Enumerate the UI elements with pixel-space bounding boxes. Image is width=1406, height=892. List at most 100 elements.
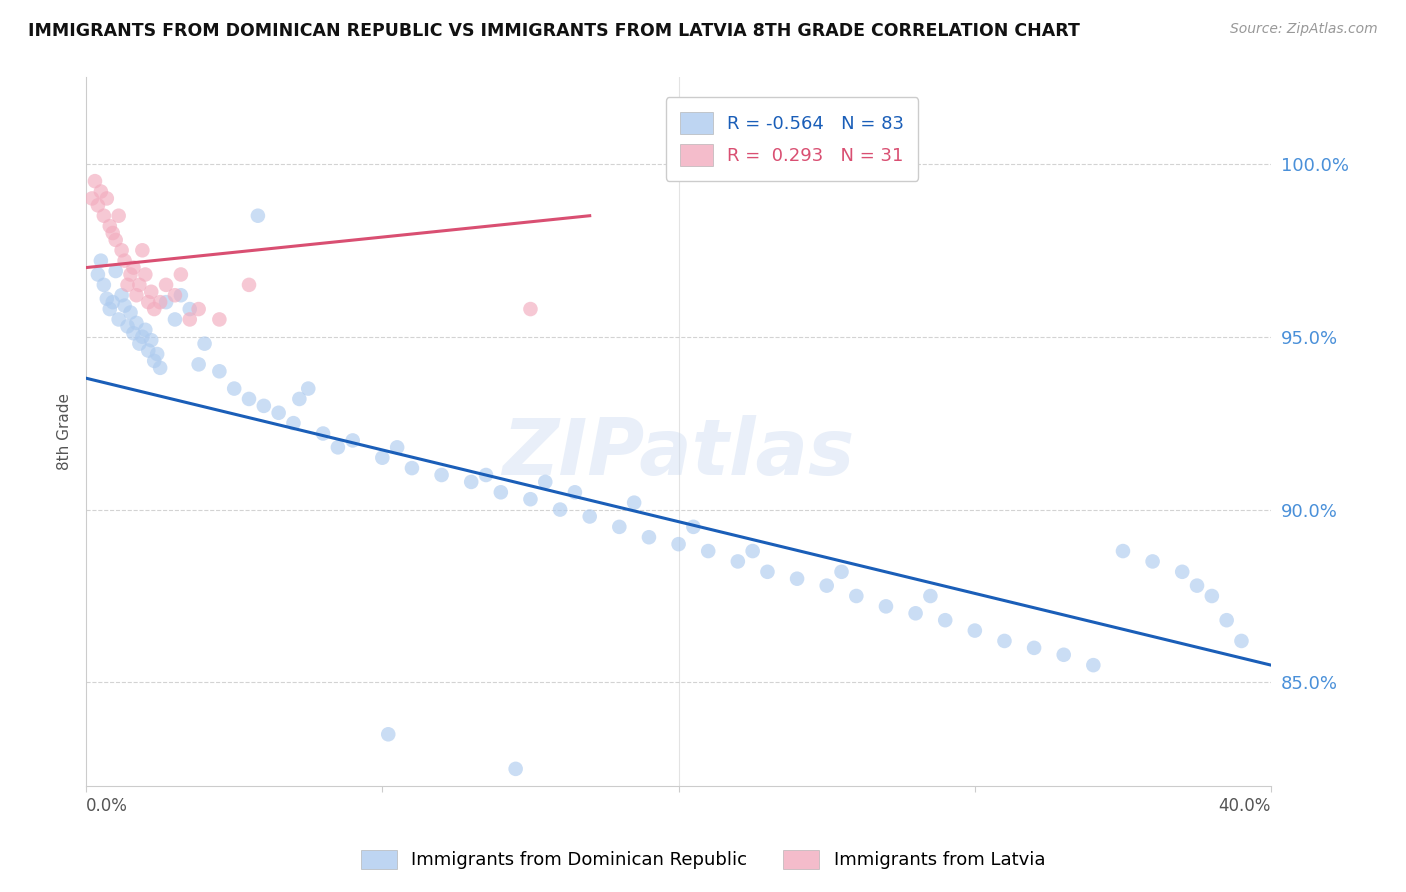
Point (131, 244, 153, 258)
Point (179, 301, 201, 316)
Point (104, 264, 127, 278)
Point (101, 295, 124, 310)
Point (80, 191, 103, 205)
Point (564, 485, 586, 500)
Point (741, 544, 763, 558)
Point (297, 382, 319, 396)
Point (534, 475, 557, 489)
Point (134, 323, 156, 337)
Point (283, 416, 305, 430)
Point (224, 382, 246, 396)
Point (831, 565, 853, 579)
Point (136, 343, 159, 358)
Point (267, 406, 290, 420)
Point (326, 441, 349, 455)
Point (90, 253, 112, 268)
Point (1022, 640, 1045, 655)
Point (1230, 634, 1253, 648)
Point (623, 496, 645, 510)
Point (1112, 544, 1135, 558)
Point (136, 295, 159, 310)
Point (117, 277, 139, 292)
Point (1142, 554, 1164, 568)
Point (377, 727, 399, 741)
Point (107, 209, 129, 223)
Point (93, 209, 115, 223)
Point (963, 624, 986, 638)
Point (131, 329, 153, 343)
Point (170, 268, 193, 282)
Point (87, 198, 110, 212)
Point (143, 354, 166, 368)
Text: IMMIGRANTS FROM DOMINICAN REPUBLIC VS IMMIGRANTS FROM LATVIA 8TH GRADE CORRELATI: IMMIGRANTS FROM DOMINICAN REPUBLIC VS IM… (28, 22, 1080, 40)
Point (101, 226, 124, 240)
Point (1215, 613, 1237, 627)
Point (697, 544, 720, 558)
Point (401, 461, 423, 475)
Point (288, 392, 311, 406)
Point (786, 572, 808, 586)
Point (1083, 658, 1105, 673)
Point (122, 326, 145, 341)
Point (815, 579, 838, 593)
Point (179, 312, 201, 326)
Point (120, 305, 142, 319)
Point (84, 174, 107, 188)
Point (682, 520, 704, 534)
Point (111, 288, 134, 302)
Point (727, 554, 749, 568)
Point (155, 295, 177, 310)
Point (993, 634, 1015, 648)
Point (96, 292, 118, 306)
Point (238, 392, 260, 406)
Point (87, 268, 110, 282)
Point (505, 762, 527, 776)
Text: Source: ZipAtlas.com: Source: ZipAtlas.com (1230, 22, 1378, 37)
Point (208, 364, 231, 378)
Point (125, 316, 148, 330)
Point (475, 468, 498, 483)
Point (1171, 565, 1194, 579)
Point (246, 209, 269, 223)
Point (125, 288, 148, 302)
Point (460, 475, 482, 489)
Point (146, 347, 169, 361)
Point (607, 520, 630, 534)
Point (312, 426, 335, 441)
Point (519, 301, 541, 316)
Point (141, 285, 163, 299)
Point (98, 301, 121, 316)
Point (149, 360, 172, 375)
Point (90, 185, 112, 199)
Text: ZIPatlas: ZIPatlas (502, 415, 855, 491)
Point (98, 219, 121, 233)
Point (756, 565, 779, 579)
Point (141, 333, 163, 347)
Point (163, 288, 186, 302)
Point (104, 233, 127, 247)
Point (122, 260, 145, 275)
Point (143, 301, 166, 316)
Point (107, 312, 129, 326)
Point (187, 301, 209, 316)
Point (93, 277, 115, 292)
Point (187, 357, 209, 371)
Point (342, 434, 364, 448)
Point (253, 399, 276, 413)
Point (371, 450, 394, 465)
Point (149, 295, 172, 310)
Point (128, 277, 150, 292)
Point (155, 277, 177, 292)
Point (193, 336, 215, 351)
Point (845, 589, 868, 603)
Point (134, 268, 156, 282)
Point (920, 589, 942, 603)
Point (163, 312, 186, 326)
Point (430, 468, 453, 483)
Point (489, 485, 512, 500)
Point (96, 191, 118, 205)
Point (117, 319, 139, 334)
Point (548, 502, 571, 516)
Point (208, 312, 231, 326)
Point (111, 244, 134, 258)
